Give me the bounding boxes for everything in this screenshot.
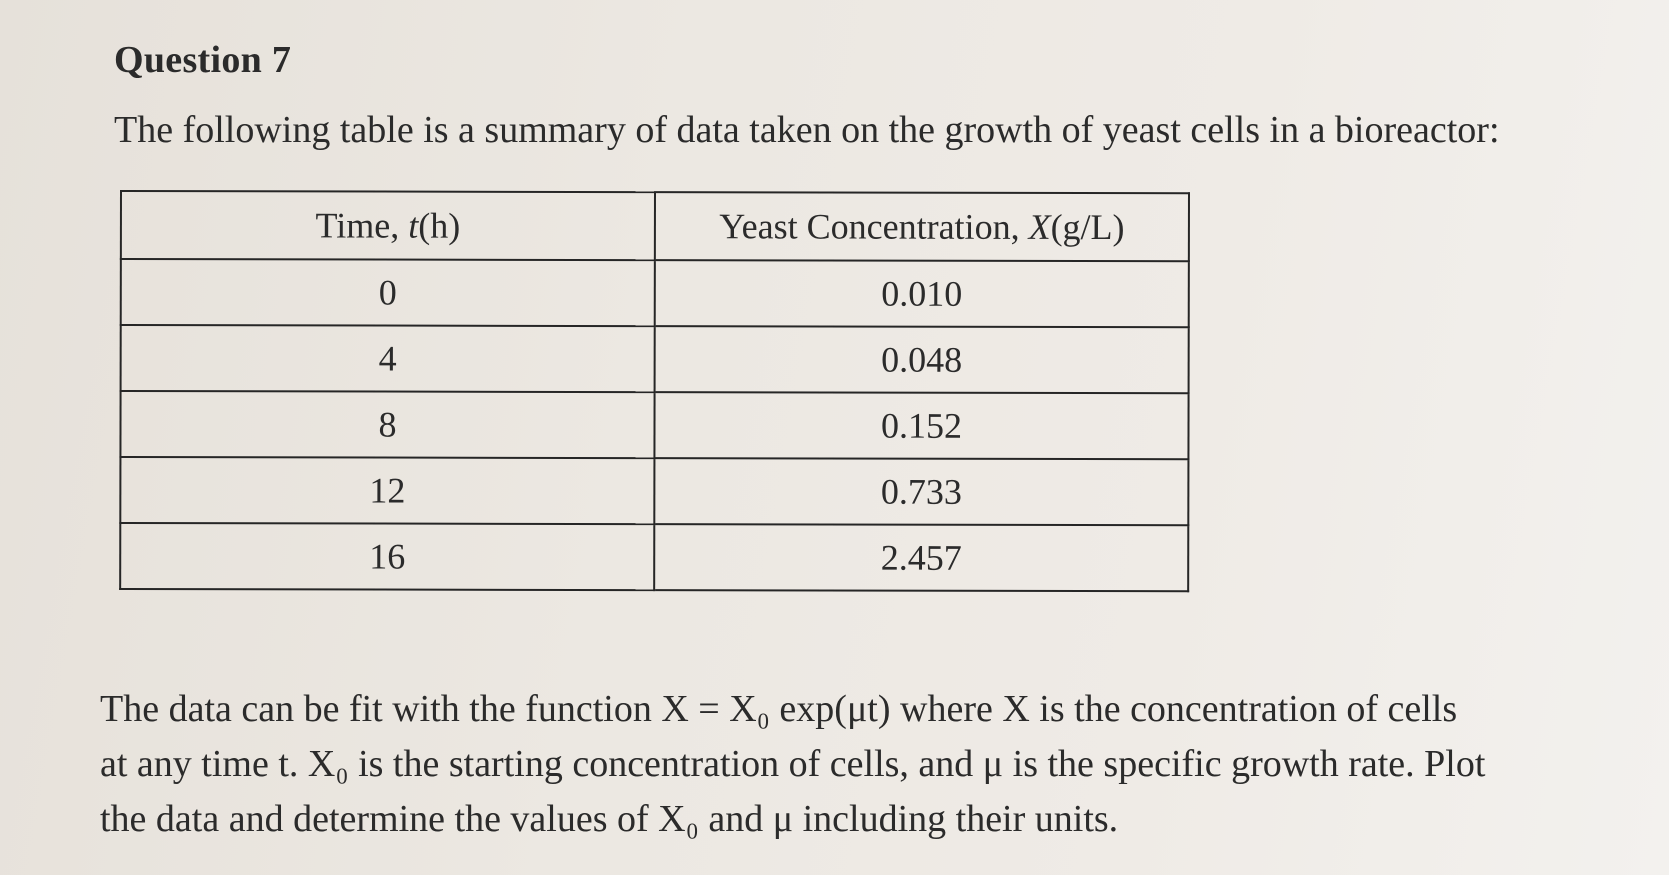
table-header-row: Time, t(h) Yeast Concentration, X(g/L) — [120, 191, 1189, 262]
header-time: Time, t(h) — [120, 191, 655, 261]
cell-concentration: 0.048 — [654, 326, 1189, 394]
cell-concentration: 0.733 — [654, 458, 1189, 526]
cell-time: 16 — [120, 523, 655, 591]
table-row: 4 0.048 — [120, 325, 1189, 394]
table-row: 12 0.733 — [120, 457, 1189, 526]
question-body: The data can be fit with the function X … — [100, 682, 1660, 847]
header-concentration: Yeast Concentration, X(g/L) — [654, 192, 1189, 262]
yeast-growth-table: Time, t(h) Yeast Concentration, X(g/L) 0… — [119, 190, 1190, 592]
body-line: The data can be fit with the function X … — [100, 688, 1458, 730]
body-line: at any time t. X₀ is the starting concen… — [100, 743, 1486, 785]
cell-concentration: 2.457 — [654, 524, 1189, 592]
cell-concentration: 0.010 — [654, 260, 1189, 328]
question-title: Question 7 — [114, 39, 292, 81]
table-row: 16 2.457 — [120, 523, 1189, 592]
cell-time: 8 — [120, 391, 655, 459]
cell-concentration: 0.152 — [654, 392, 1189, 460]
cell-time: 0 — [120, 259, 655, 327]
question-intro: The following table is a summary of data… — [114, 109, 1500, 151]
table-row: 8 0.152 — [120, 391, 1189, 460]
cell-time: 4 — [120, 325, 655, 393]
table-row: 0 0.010 — [120, 259, 1189, 328]
cell-time: 12 — [120, 457, 655, 525]
body-line: the data and determine the values of X₀ … — [100, 798, 1119, 840]
